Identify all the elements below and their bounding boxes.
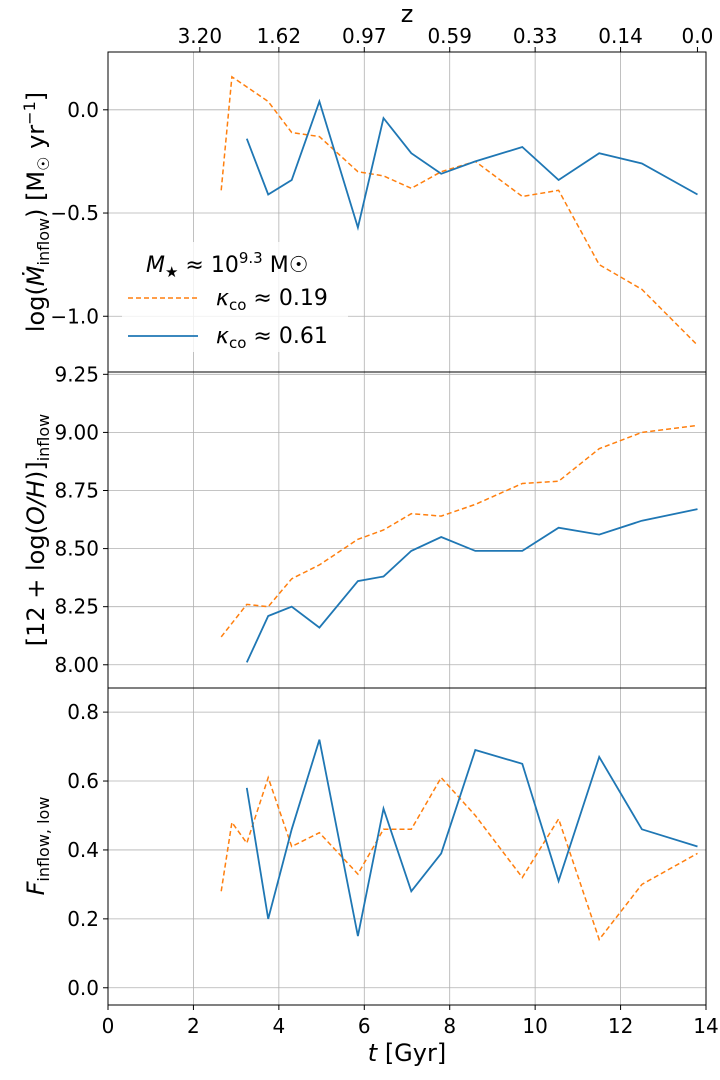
xtick-label: 6 <box>358 1014 371 1038</box>
xtick-label: 12 <box>608 1014 633 1038</box>
panel-middle: 8.00 8.25 8.50 8.75 9.00 9.25 <box>54 362 707 689</box>
top-xtick-label: 0.0 <box>682 24 714 48</box>
top-xtick-label: 3.20 <box>178 24 223 48</box>
xtick-label: 2 <box>187 1014 200 1038</box>
ytick-label: 8.25 <box>54 595 99 619</box>
panel-top: 0.0 −0.5 −1.0 <box>50 51 707 373</box>
xtick-label: 10 <box>522 1014 547 1038</box>
ytick-label: 8.50 <box>54 537 99 561</box>
x-axis-label: t [Gyr] <box>368 1039 446 1067</box>
ytick-label: 9.00 <box>54 420 99 444</box>
top-xtick-label: 1.62 <box>257 24 302 48</box>
series-line-kappa-0.61 <box>245 98 698 231</box>
series-line-kappa-0.61 <box>245 739 698 937</box>
panel-frame <box>107 687 707 1006</box>
panel-frame <box>107 371 707 689</box>
legend-box <box>122 242 348 352</box>
top-xtick-label: 0.59 <box>427 24 472 48</box>
ytick-label: −1.0 <box>50 304 99 328</box>
series-line-kappa-0.61 <box>245 508 698 663</box>
legend-entry-kappa-0.61: κco ≈ 0.61 <box>216 324 328 352</box>
axes-text: 3.20 1.62 0.97 0.59 0.33 0.14 0.0 z t [Gyr] log(Ṁ… <box>20 0 713 1067</box>
top-xtick-label: 0.14 <box>598 24 643 48</box>
panel-bottom: 0.0 0.2 0.4 0.6 0.8 0 2 4 6 8 10 12 14 <box>67 687 719 1038</box>
ytick-label: 0.4 <box>67 838 99 862</box>
top-axis-label: z <box>401 0 414 28</box>
ytick-label: 0.6 <box>67 769 99 793</box>
ytick-label: 0.0 <box>67 98 99 122</box>
ytick-label: 0.0 <box>67 976 99 1000</box>
y-axis-label-middle: [12 + log(O/H)]inflow <box>22 414 53 647</box>
top-xtick-label: 0.97 <box>342 24 387 48</box>
legend-entry-kappa-0.19: κco ≈ 0.19 <box>216 286 328 314</box>
series-line-kappa-0.19 <box>220 424 698 638</box>
legend: M★ ≈ 109.3 M☉ κco ≈ 0.19 κco ≈ 0.61 <box>122 242 348 352</box>
ytick-label: 8.75 <box>54 479 99 503</box>
xtick-label: 0 <box>102 1014 115 1038</box>
ytick-label: 9.25 <box>54 362 99 386</box>
y-axis-label-top: log(Ṁinflow) [M☉ yr−1] <box>20 92 53 332</box>
y-axis-label-bottom: Finflow, low <box>22 797 53 896</box>
ytick-label: 0.2 <box>67 907 99 931</box>
series-line-kappa-0.19 <box>220 775 698 942</box>
top-xtick-label: 0.33 <box>513 24 558 48</box>
panels: 0.0−0.5−1.08.008.258.508.759.009.250.00.… <box>50 51 719 1038</box>
series-line-kappa-0.19 <box>220 75 699 346</box>
xtick-label: 4 <box>272 1014 285 1038</box>
legend-title: M★ ≈ 109.3 M☉ <box>146 249 308 281</box>
ytick-label: 8.00 <box>54 653 99 677</box>
ytick-label: 0.8 <box>67 700 99 724</box>
xtick-label: 8 <box>443 1014 456 1038</box>
xtick-label: 14 <box>693 1014 718 1038</box>
ytick-label: −0.5 <box>50 201 99 225</box>
